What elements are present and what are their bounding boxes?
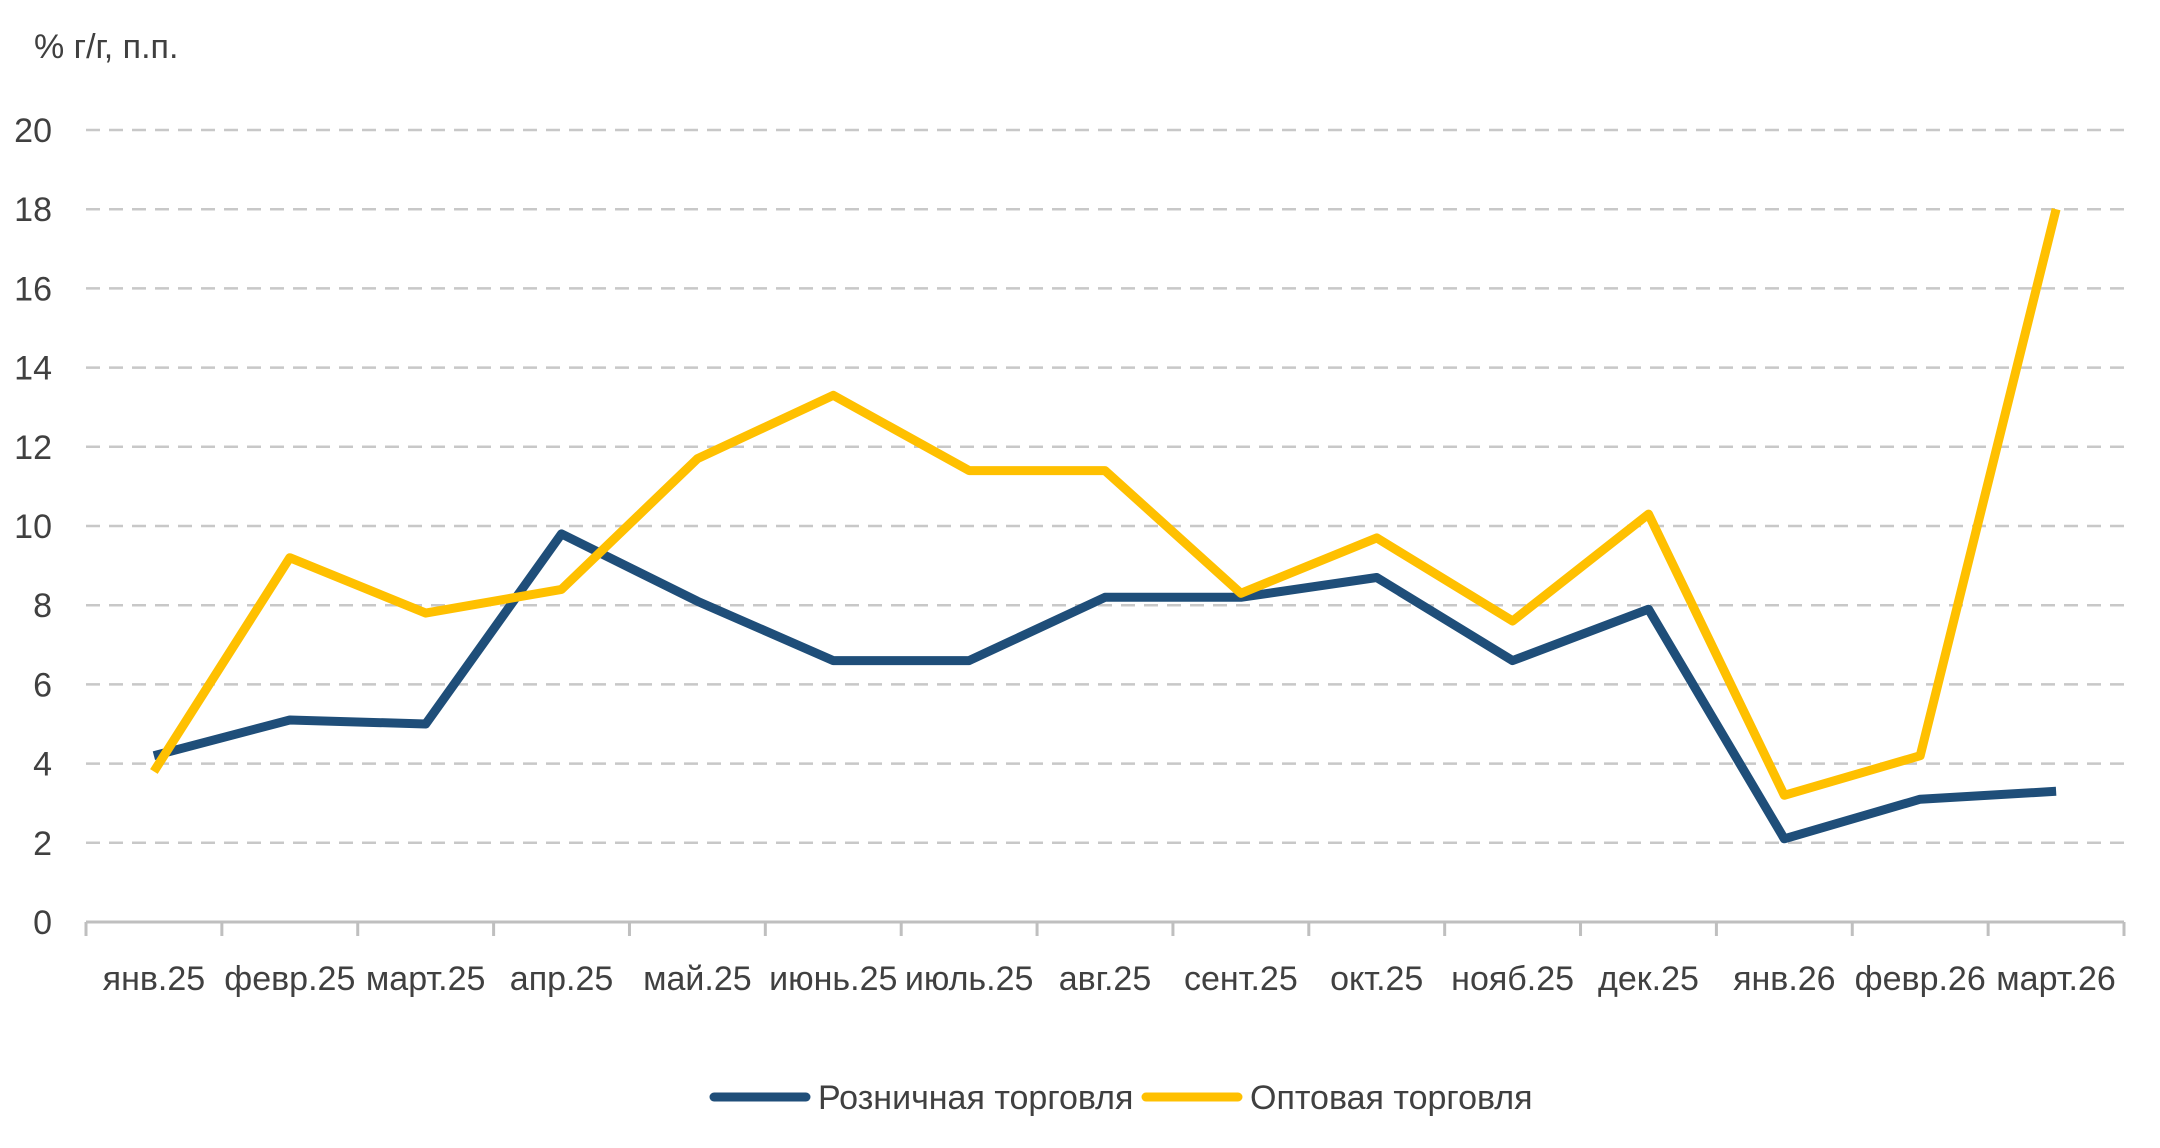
x-tick-label: дек.25 <box>1598 960 1699 998</box>
x-tick-label: март.25 <box>366 960 486 998</box>
legend-item: Розничная торговля <box>709 1079 1133 1117</box>
legend-item: Оптовая торговля <box>1141 1079 1533 1117</box>
y-tick-label: 16 <box>14 270 52 308</box>
y-tick-label: 6 <box>33 666 52 704</box>
y-tick-label: 12 <box>14 429 52 467</box>
legend: Розничная торговля Оптовая торговля <box>709 1079 1533 1117</box>
series-lines <box>150 208 2061 844</box>
y-axis-unit-label: % г/г, п.п. <box>34 28 178 66</box>
x-tick-label: янв.26 <box>1733 960 1836 998</box>
x-tick-label: февр.25 <box>224 960 355 998</box>
x-axis: янв.25 февр.25 март.25 апр.25 май.25 июнь.25 и… <box>84 920 2126 998</box>
x-tick-label: июнь.25 <box>769 960 897 998</box>
x-tick-label: янв.25 <box>103 960 206 998</box>
y-tick-label: 2 <box>33 825 52 863</box>
x-tick-label: июль.25 <box>905 960 1034 998</box>
x-tick-label: март.26 <box>1996 960 2116 998</box>
y-tick-label: 4 <box>33 746 52 784</box>
y-axis-ticks: 0 2 4 6 8 10 12 14 16 18 20 <box>14 112 52 942</box>
legend-label: Оптовая торговля <box>1250 1079 1533 1117</box>
x-tick-label: май.25 <box>643 960 752 998</box>
y-tick-label: 18 <box>14 191 52 229</box>
y-tick-label: 10 <box>14 508 52 546</box>
x-tick-label: авг.25 <box>1059 960 1152 998</box>
y-tick-label: 14 <box>14 350 52 388</box>
x-tick-label: окт.25 <box>1330 960 1423 998</box>
legend-label: Розничная торговля <box>818 1079 1133 1117</box>
x-tick-label: сент.25 <box>1184 960 1298 998</box>
y-tick-label: 8 <box>33 587 52 625</box>
series-line-1 <box>152 529 2057 844</box>
x-tick-label: февр.26 <box>1855 960 1986 998</box>
y-tick-label: 0 <box>33 904 52 942</box>
x-tick-label: апр.25 <box>510 960 614 998</box>
y-tick-label: 20 <box>14 112 52 150</box>
gridlines <box>86 128 2124 845</box>
x-tick-label: нояб.25 <box>1451 960 1574 998</box>
